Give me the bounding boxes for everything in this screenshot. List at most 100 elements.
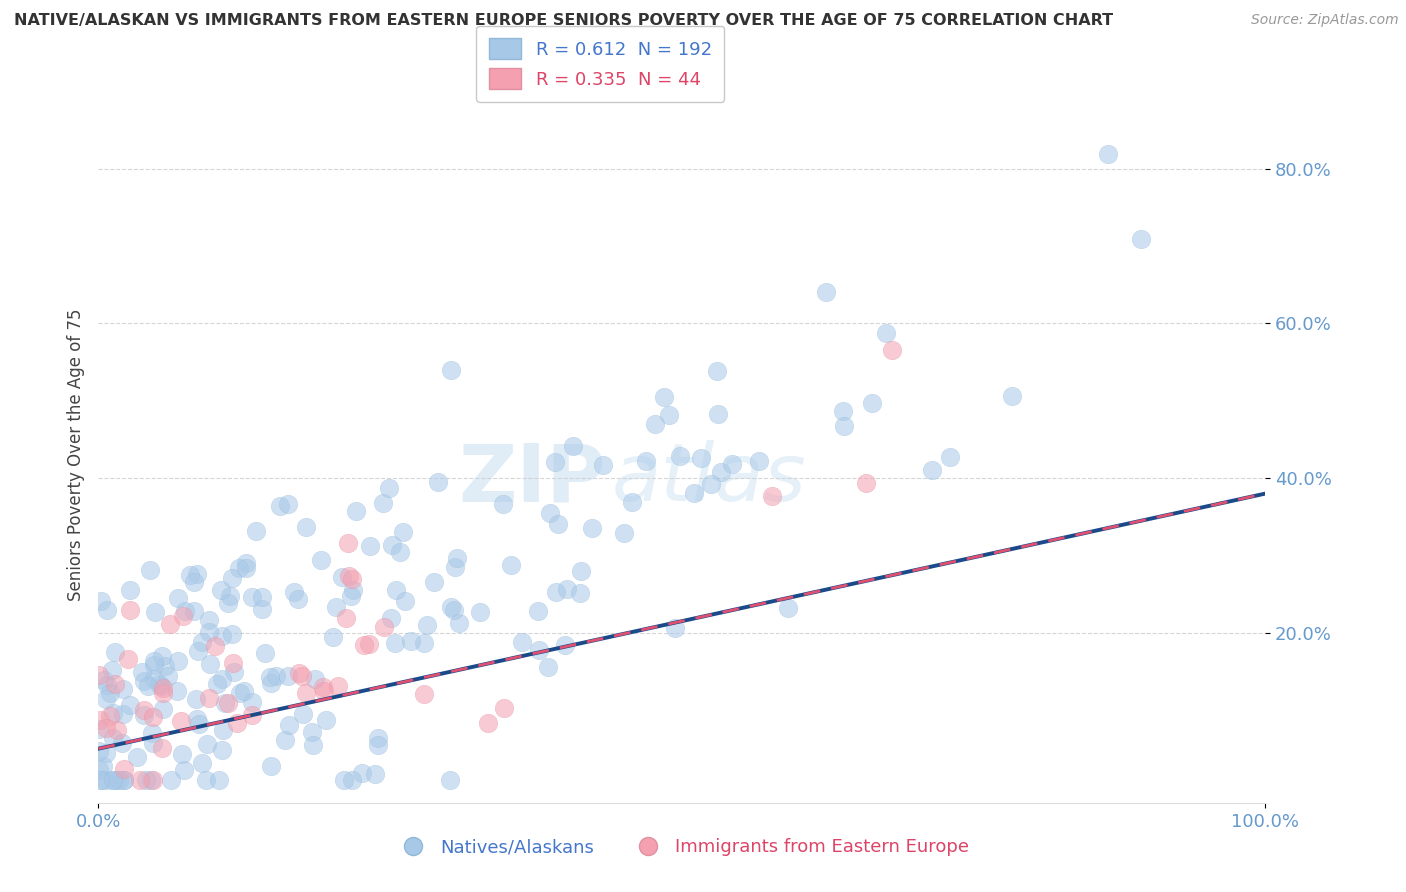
Point [218, 590, 240, 604]
Point [98, 709, 121, 723]
Point [212, 723, 235, 738]
Point [443, 603, 465, 617]
Point [342, 582, 364, 597]
Point [336, 536, 359, 550]
Point [132, 673, 155, 688]
Point [198, 625, 221, 640]
Point [150, 741, 173, 756]
Point [527, 604, 550, 618]
Y-axis label: Seniors Poverty Over the Age of 75: Seniors Poverty Over the Age of 75 [66, 309, 84, 601]
Point [198, 657, 221, 671]
Point [131, 665, 153, 680]
Point [1097, 147, 1119, 161]
Point [269, 499, 291, 513]
Point [621, 495, 644, 509]
Point [380, 610, 402, 624]
Point [101, 663, 124, 677]
Point [277, 717, 299, 731]
Point [492, 700, 515, 714]
Point [187, 644, 209, 658]
Point [94, 772, 117, 787]
Point [644, 417, 666, 431]
Point [222, 665, 245, 679]
Point [150, 679, 173, 693]
Point [277, 497, 299, 511]
Point [173, 604, 195, 618]
Point [183, 574, 205, 589]
Point [510, 635, 533, 649]
Point [1129, 232, 1152, 246]
Point [562, 439, 585, 453]
Point [139, 563, 162, 577]
Point [468, 605, 491, 619]
Point [91, 759, 114, 773]
Point [292, 707, 315, 722]
Point [222, 656, 245, 670]
Point [315, 713, 337, 727]
Text: atlas: atlas [612, 441, 807, 518]
Point [90, 593, 112, 607]
Point [304, 672, 326, 686]
Point [226, 716, 249, 731]
Point [214, 696, 236, 710]
Point [440, 600, 463, 615]
Point [128, 772, 150, 787]
Point [160, 772, 183, 787]
Point [581, 521, 603, 535]
Point [311, 553, 333, 567]
Point [152, 681, 174, 695]
Point [447, 616, 470, 631]
Point [335, 611, 357, 625]
Point [721, 457, 744, 471]
Point [569, 564, 592, 578]
Point [544, 455, 567, 469]
Point [652, 390, 675, 404]
Point [96, 747, 118, 761]
Point [142, 772, 165, 787]
Point [96, 678, 118, 692]
Point [98, 686, 121, 700]
Point [250, 590, 273, 604]
Point [245, 524, 267, 538]
Point [415, 617, 437, 632]
Point [388, 545, 411, 559]
Point [195, 772, 218, 787]
Point [142, 709, 165, 723]
Point [423, 575, 446, 590]
Point [132, 703, 155, 717]
Point [170, 747, 193, 761]
Point [89, 772, 111, 787]
Point [815, 285, 838, 299]
Point [860, 396, 883, 410]
Point [89, 714, 111, 728]
Point [235, 556, 257, 570]
Point [381, 538, 404, 552]
Point [939, 450, 962, 465]
Point [921, 463, 943, 477]
Point [295, 686, 318, 700]
Point [330, 570, 353, 584]
Point [229, 686, 252, 700]
Point [208, 772, 231, 787]
Point [132, 707, 155, 722]
Point [537, 660, 560, 674]
Point [392, 524, 415, 539]
Point [547, 516, 569, 531]
Point [612, 525, 634, 540]
Point [359, 539, 381, 553]
Point [141, 726, 163, 740]
Point [240, 695, 263, 709]
Point [183, 604, 205, 618]
Point [636, 454, 658, 468]
Point [101, 731, 124, 746]
Point [326, 679, 349, 693]
Point [882, 343, 904, 357]
Point [156, 669, 179, 683]
Text: ZIP: ZIP [458, 441, 606, 518]
Point [291, 668, 314, 682]
Point [87, 744, 110, 758]
Point [353, 638, 375, 652]
Point [112, 706, 135, 721]
Point [228, 561, 250, 575]
Point [94, 691, 117, 706]
